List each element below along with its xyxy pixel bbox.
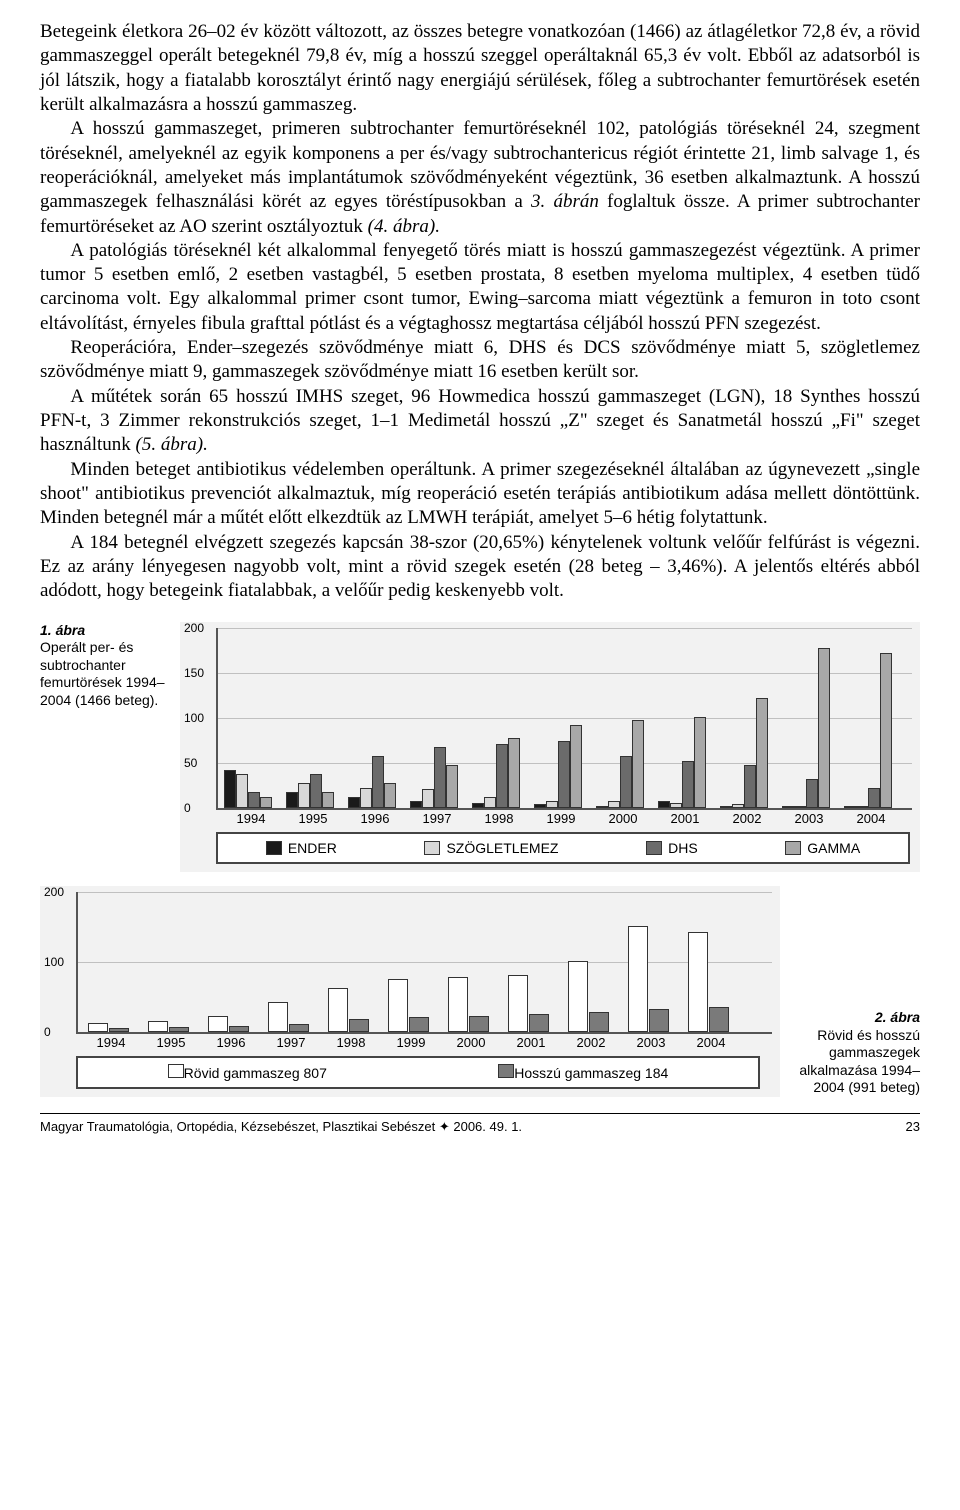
- figure-1-caption: 1. ábra Operált per- és subtrochanter fe…: [40, 622, 180, 710]
- para-2: A hosszú gammaszeget, primeren subtrocha…: [40, 117, 920, 239]
- figure-2-legend: Rövid gammaszeg 807Hosszú gammaszeg 184: [76, 1056, 760, 1089]
- figure-1-legend: ENDERSZÖGLETLEMEZDHSGAMMA: [216, 832, 910, 864]
- figure-2-cap-num: 2. ábra: [875, 1009, 920, 1025]
- footer-page-number: 23: [906, 1119, 920, 1135]
- figure-1-chart: 0501001502001994199519961997199819992000…: [180, 622, 920, 872]
- footer-left: Magyar Traumatológia, Ortopédia, Kézsebé…: [40, 1119, 522, 1135]
- figure-1-cap-text: Operált per- és subtrochanter femurtörés…: [40, 639, 165, 708]
- figure-1: 1. ábra Operált per- és subtrochanter fe…: [40, 622, 920, 872]
- para-2-it2: (4. ábra).: [368, 216, 440, 237]
- figure-2-chart: 0100200199419951996199719981999200020012…: [40, 886, 780, 1097]
- para-5: A műtétek során 65 hosszú IMHS szeget, 9…: [40, 385, 920, 458]
- figure-2: 0100200199419951996199719981999200020012…: [40, 886, 920, 1097]
- para-7: A 184 betegnél elvégzett szegezés kapcsá…: [40, 531, 920, 604]
- para-2-it1: 3. ábrán: [531, 191, 599, 212]
- para-6: Minden beteget antibiotikus védelemben o…: [40, 458, 920, 531]
- para-5-it: (5. ábra).: [136, 434, 208, 455]
- para-3: A patológiás töréseknél két alkalommal f…: [40, 239, 920, 336]
- para-1: Betegeink életkora 26–02 év között válto…: [40, 20, 920, 117]
- figure-1-cap-num: 1. ábra: [40, 622, 85, 638]
- para-4: Reoperációra, Ender–szegezés szövődménye…: [40, 336, 920, 385]
- figure-2-caption: 2. ábra Rövid és hosszú gammaszegek alka…: [780, 1009, 920, 1097]
- figure-2-cap-text: Rövid és hosszú gammaszegek alkalmazása …: [799, 1027, 920, 1096]
- page-footer: Magyar Traumatológia, Ortopédia, Kézsebé…: [40, 1113, 920, 1135]
